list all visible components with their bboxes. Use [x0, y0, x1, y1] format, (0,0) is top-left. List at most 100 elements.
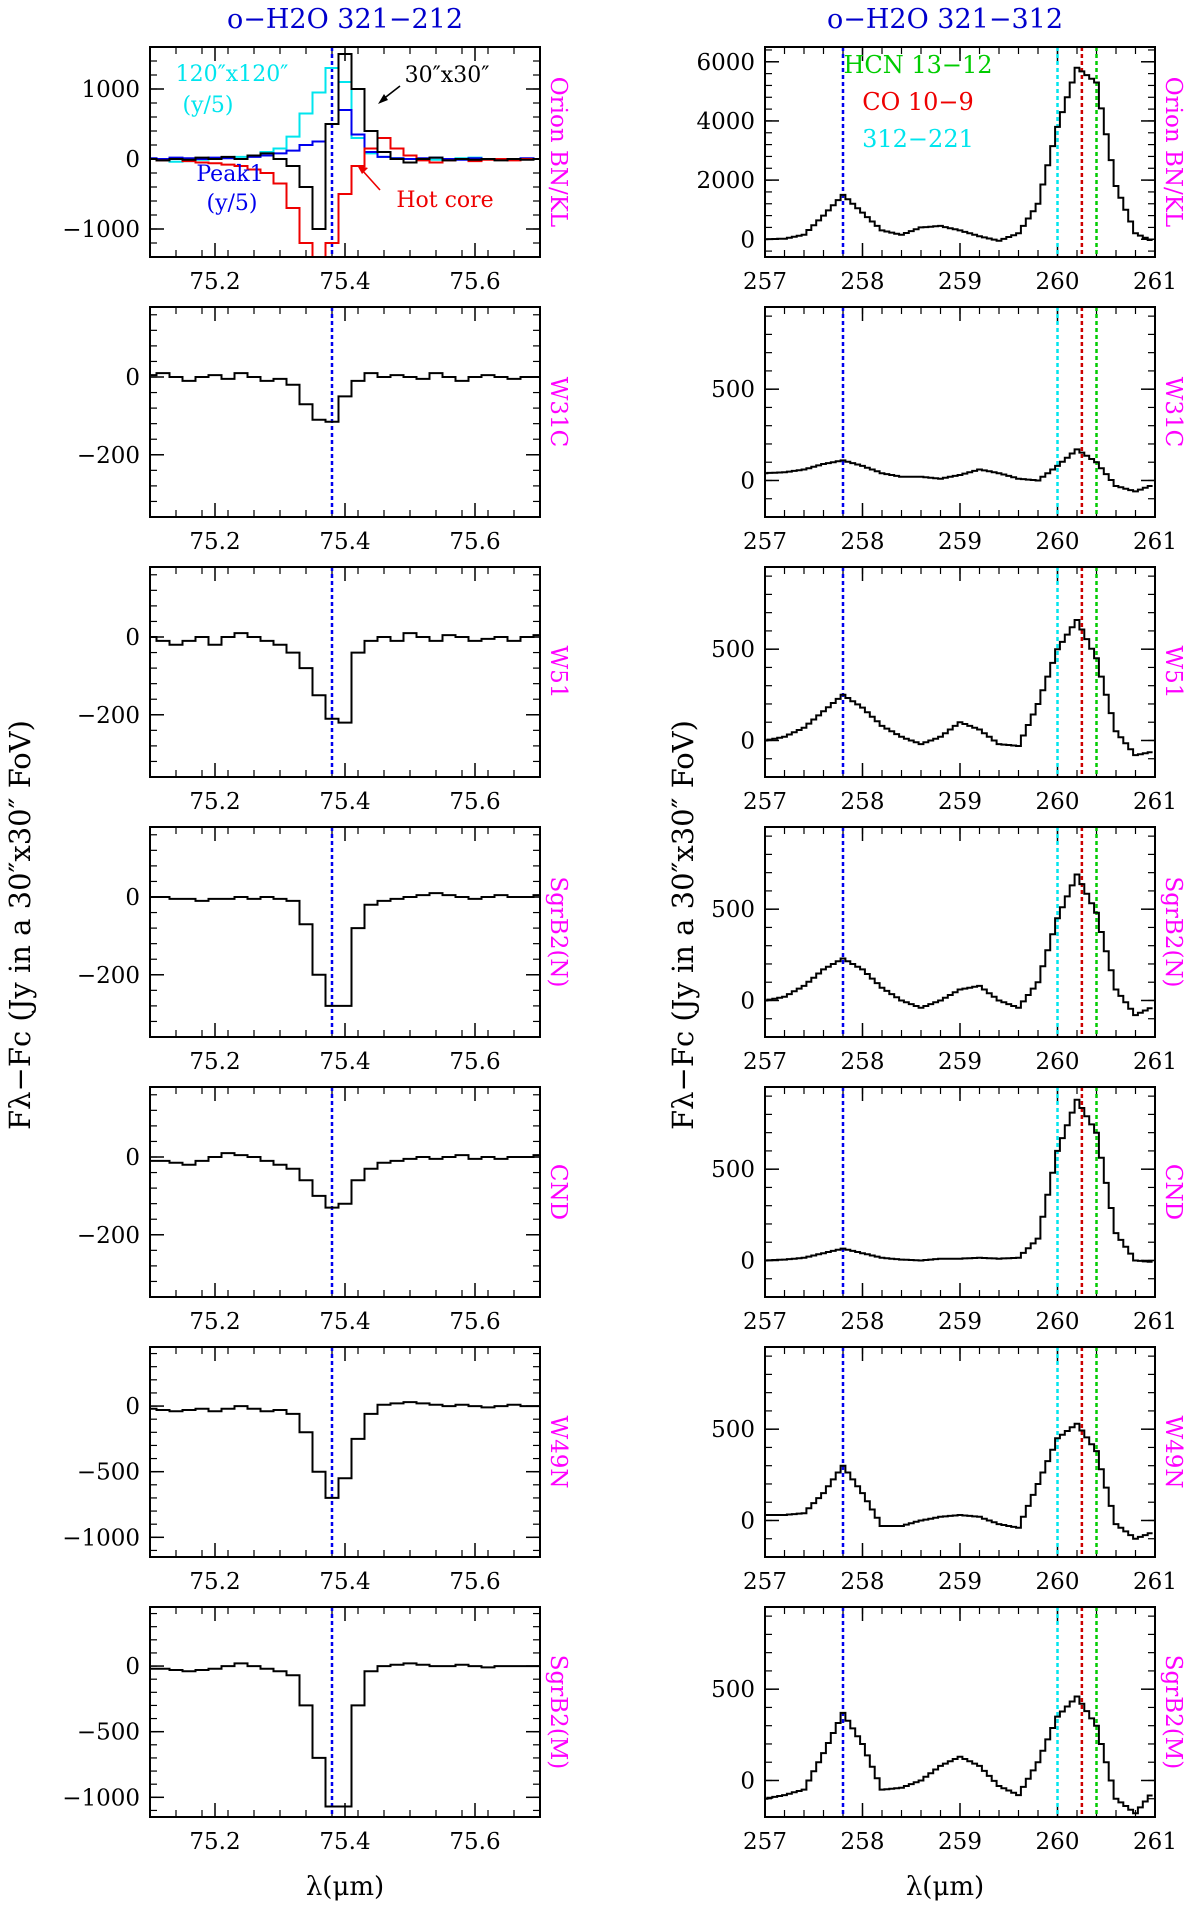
y-tick-label: 0: [740, 728, 755, 754]
y-tick-label: 500: [711, 1677, 755, 1703]
y-tick-label: 1000: [81, 77, 140, 103]
x-tick-label: 75.6: [449, 1829, 500, 1855]
x-tick-label: 260: [1036, 1569, 1080, 1595]
source-label: SgrB2(N): [545, 876, 571, 987]
series-group: [765, 1098, 1153, 1263]
x-tick-label: 261: [1133, 269, 1177, 295]
series-group: [765, 873, 1153, 1017]
x-tick-label: 257: [743, 529, 787, 555]
panel-11: 75.2 75.4 75.6 −1000 −500 0 W49N: [62, 1346, 571, 1595]
x-tick-label: 259: [938, 789, 982, 815]
source-label: W51: [1160, 646, 1186, 699]
panel-frame: [764, 46, 1156, 258]
x-tick-label: 75.2: [189, 1309, 240, 1335]
panel-4: 257 258 259 260 261 0 500 W31C: [711, 306, 1186, 555]
y-tick-label: 500: [711, 1157, 755, 1183]
y-tick-label: 500: [711, 897, 755, 923]
y-tick-label: 0: [125, 365, 140, 391]
x-tick-label: 261: [1133, 1309, 1177, 1335]
y-tick-label: 6000: [696, 50, 755, 76]
panel-frame: [764, 1086, 1156, 1298]
x-tick-label: 258: [841, 1309, 885, 1335]
annotation-120x120: 120″x120″: [176, 62, 289, 87]
x-tick-label: 259: [938, 529, 982, 555]
col-title-left: o−H2O 321−212: [227, 4, 463, 35]
series-line-1: [765, 1422, 1153, 1540]
panel-frame: [764, 826, 1156, 1038]
x-tick-label: 257: [743, 1829, 787, 1855]
panel-frame: [149, 46, 541, 258]
source-label: W51: [545, 646, 571, 699]
x-tick-label: 261: [1133, 789, 1177, 815]
source-label: CND: [545, 1164, 571, 1220]
series-group: [150, 53, 540, 257]
panel-10: 257 258 259 260 261 0 500 CND: [711, 1086, 1186, 1335]
series-group: [765, 66, 1153, 242]
annotation-arrowhead-black: [378, 94, 388, 104]
series-line-3: [150, 137, 540, 257]
y-tick-label: 0: [125, 625, 140, 651]
series-line-1: [765, 1098, 1153, 1263]
y-tick-label: −500: [77, 1720, 140, 1746]
x-tick-label: 259: [938, 1049, 982, 1075]
x-tick-label: 75.4: [319, 1309, 370, 1335]
x-tick-label: 261: [1133, 1569, 1177, 1595]
x-tick-label: 260: [1036, 1309, 1080, 1335]
x-tick-label: 258: [841, 529, 885, 555]
x-tick-label: 259: [938, 1569, 982, 1595]
annotation-30x30: 30″x30″: [405, 63, 490, 88]
panels-layer: 75.2 75.4 75.6 −1000 0 1000 Orion BN/KL 120″x12…: [62, 46, 1186, 1855]
x-tick-label: 259: [938, 1829, 982, 1855]
source-label: W49N: [545, 1415, 571, 1488]
series-line-1: [765, 619, 1153, 757]
source-label: SgrB2(M): [1160, 1655, 1186, 1770]
source-label: SgrB2(N): [1160, 876, 1186, 987]
panel-frame: [149, 306, 541, 518]
x-tick-label: 261: [1133, 1829, 1177, 1855]
panel-12: 257 258 259 260 261 0 500 W49N: [711, 1346, 1186, 1595]
source-label: W49N: [1160, 1415, 1186, 1488]
series-line-1: [150, 1401, 540, 1499]
x-tick-label: 75.4: [319, 529, 370, 555]
panel-5: 75.2 75.4 75.6 −200 0 W51: [77, 566, 571, 815]
y-tick-label: 500: [711, 637, 755, 663]
y-tick-label: 0: [740, 1508, 755, 1534]
line-id-label: HCN 13−12: [843, 51, 992, 79]
x-tick-label: 75.6: [449, 789, 500, 815]
panel-2: 257 258 259 260 261 0 2000 4000 6000 Orion BN/KL H…: [696, 46, 1186, 295]
y-tick-label: 0: [125, 885, 140, 911]
panel-frame: [149, 1086, 541, 1298]
annotation-peak1: Peak1: [196, 162, 263, 187]
x-tick-label: 75.6: [449, 269, 500, 295]
panel-14: 257 258 259 260 261 0 500 SgrB2(M): [711, 1606, 1186, 1855]
x-tick-label: 261: [1133, 1049, 1177, 1075]
annotation-hot-core: Hot core: [396, 188, 493, 213]
y-tick-label: −200: [77, 703, 140, 729]
y-tick-label: −200: [77, 443, 140, 469]
y-axis-label-left: Fλ−Fc (Jy in a 30″x30″ FoV): [3, 720, 37, 1130]
annotation-arrowhead-red: [357, 165, 368, 174]
x-axis-label-left: λ(μm): [306, 1872, 384, 1902]
y-tick-label: −1000: [62, 217, 140, 243]
y-tick-label: 0: [125, 1394, 140, 1420]
col-title-right: o−H2O 321−312: [827, 4, 1063, 35]
y-tick-label: −1000: [62, 1785, 140, 1811]
y-tick-label: −200: [77, 1223, 140, 1249]
y-tick-label: 0: [740, 988, 755, 1014]
x-tick-label: 75.4: [319, 1829, 370, 1855]
y-tick-label: 0: [740, 1768, 755, 1794]
x-tick-label: 260: [1036, 529, 1080, 555]
line-id-label: CO 10−9: [862, 88, 974, 116]
x-tick-label: 257: [743, 1309, 787, 1335]
x-tick-label: 75.4: [319, 789, 370, 815]
panel-frame: [149, 1346, 541, 1558]
x-tick-label: 260: [1036, 789, 1080, 815]
x-tick-label: 75.6: [449, 529, 500, 555]
series-line-1: [765, 66, 1153, 242]
series-line-1: [765, 448, 1153, 493]
x-tick-label: 75.2: [189, 269, 240, 295]
series-group: [150, 1662, 540, 1808]
x-tick-label: 261: [1133, 529, 1177, 555]
series-line-1: [765, 1695, 1153, 1815]
